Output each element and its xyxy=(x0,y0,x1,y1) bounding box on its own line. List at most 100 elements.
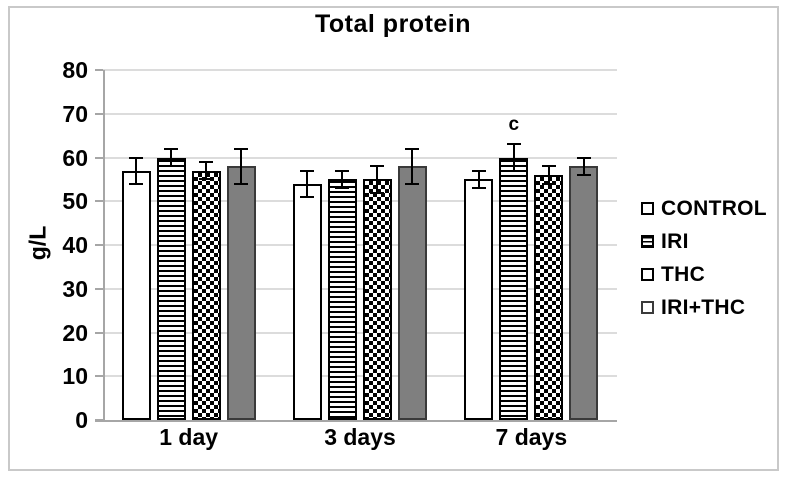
gridline xyxy=(103,112,617,115)
chart-title: Total protein xyxy=(314,10,472,38)
y-tick-label: 40 xyxy=(62,232,88,258)
legend-swatch-gray-icon xyxy=(641,301,654,314)
y-tick-label: 30 xyxy=(62,275,88,302)
error-bar-cap xyxy=(199,160,214,163)
error-bar-cap xyxy=(164,165,179,168)
gridline xyxy=(103,200,617,203)
legend-item-control: CONTROL xyxy=(641,196,767,220)
legend-label: THC xyxy=(661,262,706,286)
x-tick-label: 7 days xyxy=(495,424,568,450)
bar-control-3-days xyxy=(292,169,322,420)
legend-item-irithc: IRI+THC xyxy=(641,295,767,319)
legend: CONTROL IRI THC IRI+THC xyxy=(641,196,767,319)
legend-swatch-plain-icon xyxy=(641,202,654,215)
bar-irithc-1-day xyxy=(226,147,256,420)
error-bar-cap xyxy=(199,178,214,181)
bar-fill xyxy=(534,175,564,420)
error-bar xyxy=(205,161,208,180)
bar-control-7-days xyxy=(464,169,494,420)
bar-fill xyxy=(191,170,221,420)
y-tick-mark xyxy=(95,331,103,334)
y-tick-label: 70 xyxy=(62,100,88,127)
y-tick-mark xyxy=(95,375,103,378)
y-tick-label: 60 xyxy=(62,144,88,171)
error-bar xyxy=(512,144,515,171)
bar-thc-1-day xyxy=(191,160,221,420)
bar-thc-7-days xyxy=(534,165,564,420)
error-bar-cap xyxy=(335,187,350,190)
y-tick-mark xyxy=(95,419,103,421)
error-bar xyxy=(411,148,414,184)
bar-fill xyxy=(156,157,186,420)
error-bar-cap xyxy=(576,156,591,159)
gridline xyxy=(103,156,617,159)
bar-fill xyxy=(292,183,322,420)
gridline xyxy=(103,287,617,290)
error-bar xyxy=(582,157,585,175)
error-bar-cap xyxy=(370,191,385,194)
bar-fill xyxy=(569,166,599,420)
error-bar-cap xyxy=(164,147,179,150)
y-tick-label: 0 xyxy=(75,407,88,433)
error-bar xyxy=(376,166,379,193)
significance-annotation: c xyxy=(508,114,520,136)
legend-label: IRI+THC xyxy=(661,295,746,319)
bar-iri-3-days xyxy=(327,169,357,420)
legend-item-thc: THC xyxy=(641,262,767,286)
error-bar-cap xyxy=(370,165,385,168)
legend-label: IRI xyxy=(661,229,689,253)
error-bar-cap xyxy=(405,147,420,150)
error-bar-cap xyxy=(471,169,486,172)
bar-group-1-day xyxy=(103,70,274,420)
error-bar-cap xyxy=(576,174,591,176)
plot-area: c xyxy=(103,69,617,420)
x-axis-line xyxy=(95,420,617,422)
error-bar xyxy=(341,170,344,189)
error-bar xyxy=(547,166,550,184)
error-bar-cap xyxy=(541,165,556,168)
bar-thc-3-days xyxy=(362,165,392,420)
error-bar-cap xyxy=(506,169,521,172)
bar-irithc-7-days xyxy=(569,156,599,420)
bar-fill xyxy=(464,179,494,420)
error-bar-cap xyxy=(234,182,249,185)
error-bar-cap xyxy=(300,195,315,198)
gridline xyxy=(103,331,617,334)
bar-fill xyxy=(121,170,151,420)
gridline xyxy=(103,375,617,378)
bar-fill xyxy=(327,179,357,420)
bar-fill xyxy=(226,166,256,420)
y-tick-label: 50 xyxy=(62,188,88,215)
legend-label: CONTROL xyxy=(661,196,767,220)
x-tick-label: 1 day xyxy=(159,424,219,450)
error-bar xyxy=(170,148,173,167)
bar-iri-7-days: c xyxy=(499,115,529,420)
y-tick-mark xyxy=(95,69,103,71)
error-bar xyxy=(477,170,480,189)
bar-irithc-3-days xyxy=(397,147,427,420)
bar-fill xyxy=(397,166,427,420)
error-bar-cap xyxy=(234,147,249,150)
legend-swatch-hstripes-icon xyxy=(641,235,654,248)
legend-swatch-checker-icon xyxy=(641,268,654,281)
bar-control-1-day xyxy=(121,156,151,420)
bar-group-7-days: c xyxy=(446,70,617,420)
error-bar-cap xyxy=(129,156,144,159)
y-tick-mark xyxy=(95,287,103,290)
error-bar-cap xyxy=(335,169,350,172)
error-bar-cap xyxy=(129,182,144,185)
error-bar xyxy=(306,170,309,197)
gridline xyxy=(103,244,617,246)
error-bar-cap xyxy=(405,182,420,185)
bar-iri-1-day xyxy=(156,147,186,420)
x-tick-label: 3 days xyxy=(324,424,396,450)
legend-item-iri: IRI xyxy=(641,229,767,253)
y-tick-mark xyxy=(95,112,103,115)
error-bar xyxy=(240,148,243,184)
y-tick-mark xyxy=(95,156,103,159)
error-bar-cap xyxy=(506,143,521,146)
bar-fill xyxy=(499,157,529,420)
error-bar-cap xyxy=(471,187,486,190)
bar-fill xyxy=(362,179,392,420)
